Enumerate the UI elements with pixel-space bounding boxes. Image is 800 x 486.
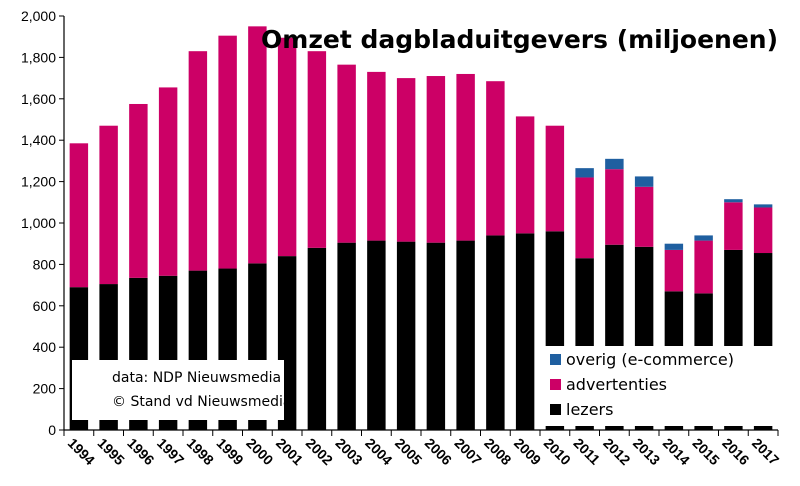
x-tick-label: 2014 [660, 435, 693, 468]
bar-advertenties-2000 [248, 26, 267, 264]
bar-lezers-2002 [307, 247, 327, 430]
bar-overig-e-commerce-2015 [694, 235, 713, 241]
bar-advertenties-1999 [218, 35, 237, 269]
bar-advertenties-1998 [188, 51, 208, 271]
bar-advertenties-2004 [367, 71, 386, 241]
x-tick-label: 2006 [422, 435, 455, 468]
bar-lezers-2008 [486, 235, 505, 430]
x-tick-label: 1994 [65, 435, 98, 468]
legend-background [542, 346, 777, 426]
y-tick-label: 1,400 [21, 132, 56, 148]
x-tick-label: 1997 [154, 435, 187, 468]
y-tick-label: 200 [33, 381, 57, 397]
y-tick-label: 1,600 [21, 91, 56, 107]
bar-overig-e-commerce-2012 [605, 158, 624, 170]
x-tick-label: 1996 [124, 435, 157, 468]
y-tick-label: 0 [48, 422, 56, 438]
bar-lezers-2009 [515, 233, 535, 430]
x-tick-label: 2000 [243, 435, 276, 468]
x-tick-label: 2003 [333, 435, 366, 468]
bar-advertenties-2015 [694, 240, 713, 294]
y-tick-label: 1,200 [21, 174, 56, 190]
bar-advertenties-2013 [634, 186, 654, 247]
x-tick-label: 2004 [362, 435, 395, 468]
bar-advertenties-2009 [515, 116, 535, 234]
x-tick-label: 2010 [541, 435, 574, 468]
bar-overig-e-commerce-2011 [575, 168, 594, 178]
x-tick-label: 2002 [303, 435, 336, 468]
bar-advertenties-2008 [486, 81, 505, 236]
y-tick-label: 1,000 [21, 215, 56, 231]
bar-advertenties-2007 [456, 73, 475, 241]
bar-overig-e-commerce-2016 [724, 199, 743, 203]
x-axis-ticks: 1994199519961997199819992000200120022003… [63, 430, 782, 468]
x-tick-label: 2013 [630, 435, 663, 468]
x-tick-label: 2016 [719, 435, 752, 468]
legend-swatch-overig-e-commerce [550, 354, 561, 365]
bar-lezers-2007 [456, 240, 475, 430]
y-axis-ticks: 0 200 400 600 800 1,000 1,200 1,400 1,600 1,800 2,… [21, 8, 64, 438]
bar-overig-e-commerce-2013 [634, 176, 654, 187]
x-tick-label: 2001 [273, 435, 306, 468]
bar-advertenties-1995 [99, 125, 118, 285]
bar-lezers-2003 [337, 242, 356, 430]
legend-label-lezers: lezers [566, 400, 613, 419]
bar-overig-e-commerce-2017 [753, 204, 773, 208]
x-tick-label: 2017 [749, 435, 782, 468]
bar-lezers-2005 [396, 241, 416, 430]
bar-advertenties-2012 [605, 169, 624, 245]
bar-advertenties-2002 [307, 51, 327, 248]
x-tick-label: 2008 [481, 435, 514, 468]
legend: overig (e-commerce) advertenties lezers [542, 346, 777, 426]
bar-advertenties-2006 [426, 76, 446, 243]
bar-advertenties-2014 [664, 249, 684, 292]
bar-advertenties-2016 [724, 202, 743, 250]
source-note-line-1: data: NDP Nieuwsmedia [112, 370, 281, 386]
bar-advertenties-2001 [277, 37, 297, 257]
bar-advertenties-1996 [129, 103, 148, 278]
bar-lezers-2004 [367, 240, 386, 430]
legend-label-overig-e-commerce: overig (e-commerce) [566, 350, 734, 369]
x-tick-label: 2011 [571, 435, 604, 468]
bar-overig-e-commerce-2014 [664, 243, 684, 250]
source-note-line-2: © Stand vd Nieuwsmedia [112, 394, 291, 410]
x-tick-label: 1999 [214, 435, 247, 468]
y-tick-label: 800 [33, 256, 57, 272]
x-tick-label: 2012 [600, 435, 633, 468]
bar-advertenties-2010 [545, 125, 565, 232]
chart-title: Omzet dagbladuitgevers (miljoenen) [261, 25, 778, 54]
bar-advertenties-2003 [337, 64, 356, 243]
bar-advertenties-1994 [69, 143, 89, 288]
x-tick-label: 2009 [511, 435, 544, 468]
source-note-background [72, 360, 284, 420]
x-tick-label: 1995 [95, 435, 128, 468]
x-tick-label: 1998 [184, 435, 217, 468]
legend-label-advertenties: advertenties [566, 375, 667, 394]
x-tick-label: 2007 [452, 435, 485, 468]
bar-advertenties-1997 [158, 87, 178, 276]
y-tick-label: 1,800 [21, 49, 56, 65]
bar-advertenties-2017 [753, 207, 773, 254]
x-tick-label: 2005 [392, 435, 425, 468]
y-tick-label: 600 [33, 298, 57, 314]
bar-advertenties-2005 [396, 78, 416, 242]
bar-lezers-2006 [426, 242, 446, 430]
source-note: data: NDP Nieuwsmedia © Stand vd Nieuwsm… [72, 360, 291, 420]
y-tick-label: 400 [33, 339, 57, 355]
legend-swatch-lezers [550, 404, 561, 415]
x-tick-label: 2015 [690, 435, 723, 468]
y-tick-label: 2,000 [21, 8, 56, 24]
legend-swatch-advertenties [550, 379, 561, 390]
bar-advertenties-2011 [575, 177, 594, 259]
